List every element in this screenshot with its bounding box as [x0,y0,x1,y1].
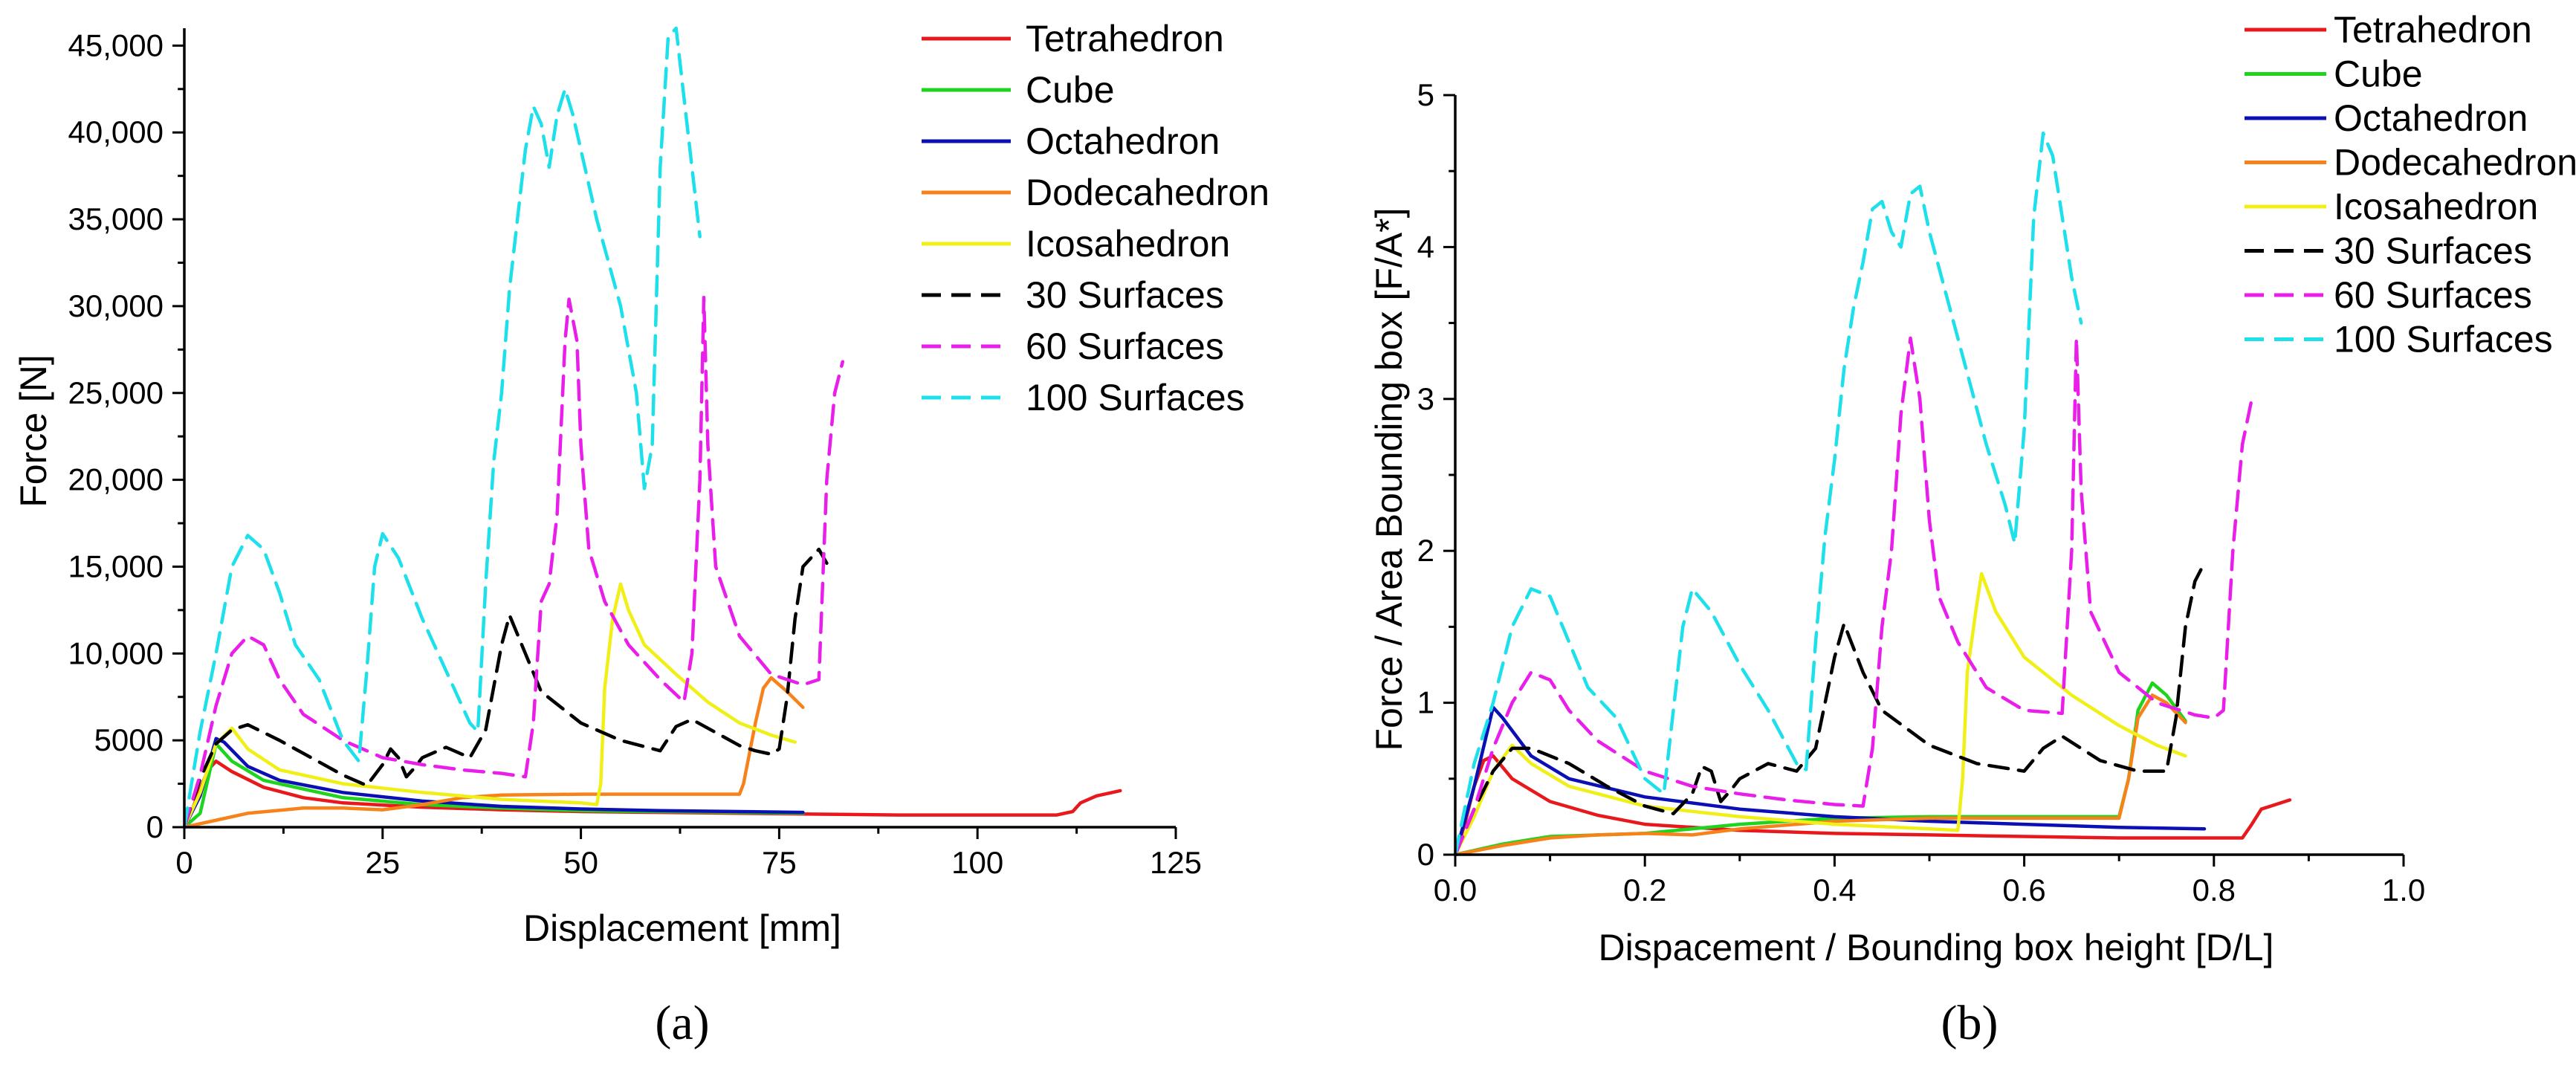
panel-a-y-tick-label: 40,000 [68,114,164,149]
panel-b-series-icosahedron [1453,572,2187,857]
panel-a-y-axis-title: Force [N] [13,355,54,508]
panel-b-legend-label: Tetrahedron [2334,9,2532,51]
panel-b-series-60-surfaces [1453,336,2254,857]
panel-a-legend: Tetrahedron Cube Octahedron Dodecahedron Ico… [922,18,1269,418]
panel-a-legend-label: 100 Surfaces [1026,377,1245,418]
panel-b-legend-label: Octahedron [2334,97,2528,139]
panel-b-label: (b) [1941,996,1999,1050]
panel-a-x-tick-label: 0 [175,845,192,880]
panel-a-plot-lines [182,26,1122,829]
panel-b-x-tick-label: 0.8 [2192,873,2236,907]
panel-b-legend: TetrahedronCubeOctahedronDodecahedronIco… [2245,9,2576,360]
panel-a-legend-label: Dodecahedron [1026,172,1269,213]
panel-b-legend-label: 100 Surfaces [2334,319,2553,360]
panel-b-x-tick-label: 0.0 [1434,873,1477,907]
panel-a-series-100-surfaces [182,26,702,829]
panel-b-x-tick-label: 1.0 [2382,873,2425,907]
panel-b-series-cube [1453,681,2187,857]
panel-a-y-tick-label: 0 [146,809,164,844]
panel-a-legend-label: 30 Surfaces [1026,274,1224,316]
panel-a-series-30-surfaces [182,547,829,829]
chart-panel-b: 0.0 0.2 0.4 0.6 0.8 1.0 0 1 2 3 4 5 Dispacement / B… [1368,9,2576,1050]
panel-b-y-tick-label: 5 [1417,77,1434,112]
panel-a-x-tick-label: 100 [951,845,1003,880]
panel-a-y-tick-label: 15,000 [68,548,164,583]
panel-a-label: (a) [655,996,709,1050]
panel-b-y-tick-label: 2 [1417,533,1434,568]
panel-b-series-dodecahedron [1453,693,2187,857]
panel-b-series-30-surfaces [1453,561,2207,857]
panel-b-x-tick-label: 0.2 [1623,873,1666,907]
panel-a-x-tick-label: 25 [365,845,400,880]
panel-a-legend-label: 60 Surfaces [1026,326,1224,367]
panel-b-legend-label: Icosahedron [2334,186,2538,227]
panel-b-legend-label: 60 Surfaces [2334,274,2532,316]
panel-b-y-tick-label: 1 [1417,685,1434,720]
panel-a-ticks: 0 25 50 75 100 125 0 5000 10,000 15,000 20,000 25,0… [68,27,1203,880]
panel-a-x-tick-label: 75 [762,845,797,880]
panel-a-x-tick-label: 125 [1150,845,1202,880]
panel-b-ticks: 0.0 0.2 0.4 0.6 0.8 1.0 0 1 2 3 4 5 [1417,77,2426,907]
panel-b-y-axis-title: Force / Area Bounding box [F/A*] [1368,208,1410,751]
panel-a-series-60-surfaces [182,295,845,829]
chart-panel-a: 0 25 50 75 100 125 0 5000 10,000 15,000 20,000 25,0… [13,18,1269,1050]
panel-b-y-tick-label: 4 [1417,229,1434,264]
panel-a-y-tick-label: 5000 [94,722,164,757]
panel-b-series-100-surfaces [1453,131,2083,857]
panel-a-legend-label: Cube [1026,69,1115,111]
panel-b-x-tick-label: 0.4 [1813,873,1856,907]
panel-a-y-tick-label: 20,000 [68,462,164,497]
panel-a-y-tick-label: 25,000 [68,375,164,410]
panel-a-x-axis-title: Displacement [mm] [523,907,841,949]
panel-a-legend-label: Icosahedron [1026,223,1230,265]
panel-b-x-tick-label: 0.6 [2002,873,2045,907]
panel-a-series-icosahedron [182,582,797,829]
panel-a-x-tick-label: 50 [563,845,598,880]
panel-b-legend-label: Dodecahedron [2334,142,2576,184]
panel-a-series-cube [182,742,805,829]
panel-a-y-tick-label: 30,000 [68,288,164,323]
panel-a-series-octahedron [182,737,805,829]
panel-a-legend-label: Tetrahedron [1026,18,1224,59]
panel-b-y-tick-label: 0 [1417,837,1434,872]
panel-a-series-dodecahedron [182,676,805,829]
panel-b-x-axis-title: Dispacement / Bounding box height [D/L] [1599,927,2274,968]
panel-a-legend-label: Octahedron [1026,120,1220,162]
panel-b-legend-label: 30 Surfaces [2334,230,2532,272]
panel-a-y-tick-label: 35,000 [68,201,164,236]
panel-b-plot-lines [1453,131,2292,857]
panel-a-y-tick-label: 10,000 [68,635,164,670]
panel-b-y-tick-label: 3 [1417,381,1434,416]
panel-b-legend-label: Cube [2334,54,2423,95]
panel-a-y-tick-label: 45,000 [68,27,164,62]
